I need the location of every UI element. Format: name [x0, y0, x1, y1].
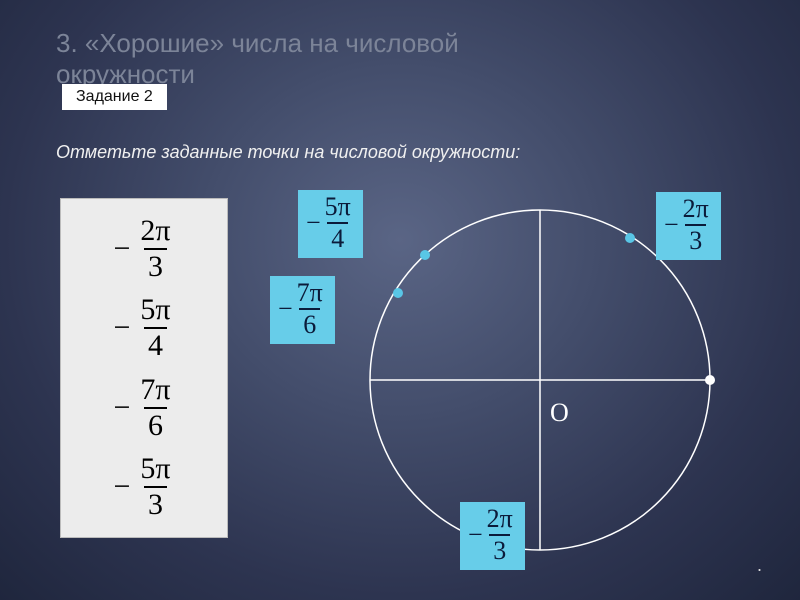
fraction: 2π 3 [679, 196, 713, 254]
fraction: 7π 6 [293, 280, 327, 338]
slide-title: 3. «Хорошие» числа на числовой окружност… [56, 28, 576, 90]
minus-sign: − [113, 391, 130, 425]
point-label: − 2π 3 [460, 502, 525, 570]
instruction-text: Отметьте заданные точки на числовой окру… [56, 142, 520, 163]
numerator: 2π [483, 506, 517, 534]
point-label: − 7π 6 [270, 276, 335, 344]
numerator: 5π [136, 454, 174, 486]
values-panel: − 2π 3 − 5π 4 − 7π 6 − 5π 3 [60, 198, 228, 538]
origin-label: O [550, 398, 569, 428]
minus-sign: − [664, 210, 679, 240]
denominator: 4 [144, 327, 167, 361]
minus-sign: − [113, 470, 130, 504]
unit-circle-diagram: O − 5π 4 − 7π 6 − 2π 3 − 2π 3 [330, 180, 750, 580]
list-item: − 5π 4 [113, 295, 174, 361]
fraction: 2π 3 [136, 216, 174, 282]
point-label: − 2π 3 [656, 192, 721, 260]
task-badge: Задание 2 [62, 84, 167, 110]
numerator: 2π [136, 216, 174, 248]
denominator: 3 [685, 224, 706, 254]
numerator: 5π [136, 295, 174, 327]
denominator: 6 [144, 407, 167, 441]
denominator: 3 [144, 486, 167, 520]
fraction: 7π 6 [136, 375, 174, 441]
fraction: 2π 3 [483, 506, 517, 564]
fraction: 5π 4 [136, 295, 174, 361]
fraction: 5π 4 [321, 194, 355, 252]
denominator: 3 [489, 534, 510, 564]
denominator: 4 [327, 222, 348, 252]
minus-sign: − [113, 232, 130, 266]
footer-dot: . [757, 555, 762, 576]
numerator: 5π [321, 194, 355, 222]
minus-sign: − [278, 294, 293, 324]
denominator: 3 [144, 248, 167, 282]
minus-sign: − [468, 520, 483, 550]
numerator: 7π [293, 280, 327, 308]
numerator: 7π [136, 375, 174, 407]
numerator: 2π [679, 196, 713, 224]
list-item: − 7π 6 [113, 375, 174, 441]
list-item: − 5π 3 [113, 454, 174, 520]
minus-sign: − [306, 208, 321, 238]
list-item: − 2π 3 [113, 216, 174, 282]
denominator: 6 [299, 308, 320, 338]
point-label: − 5π 4 [298, 190, 363, 258]
fraction: 5π 3 [136, 454, 174, 520]
minus-sign: − [113, 311, 130, 345]
